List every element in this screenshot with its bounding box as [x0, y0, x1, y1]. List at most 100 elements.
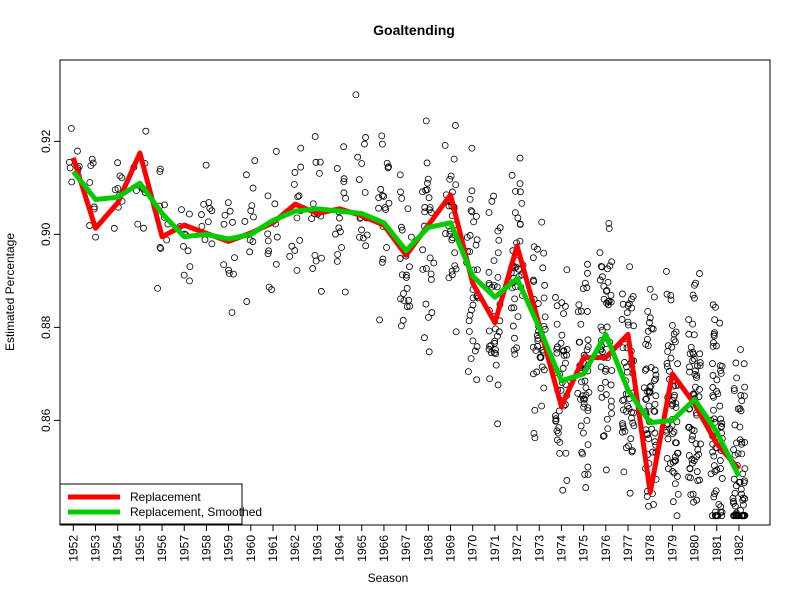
scatter-point	[92, 233, 99, 241]
scatter-point	[485, 345, 493, 353]
scatter-point	[692, 440, 700, 448]
scatter-point	[425, 348, 433, 356]
scatter-point	[205, 199, 213, 206]
scatter-point	[204, 218, 212, 226]
scatter-point	[248, 202, 256, 210]
scatter-point	[697, 440, 704, 448]
scatter-point	[246, 248, 254, 256]
scatter-point	[208, 240, 216, 248]
scatter-point	[649, 325, 657, 333]
scatter-point	[536, 353, 544, 361]
scatter-point	[709, 384, 717, 391]
scatter-point	[559, 347, 567, 355]
scatter-point	[712, 487, 720, 495]
scatter-point	[538, 402, 546, 410]
scatter-point	[474, 266, 481, 274]
scatter-point	[674, 360, 681, 368]
scatter-point	[311, 133, 319, 140]
series-line-replacement	[70, 150, 741, 495]
scatter-point	[332, 230, 339, 238]
scatter-point	[716, 319, 724, 327]
x-tick-label: 1958	[199, 535, 213, 562]
scatter-point	[468, 208, 476, 216]
scatter-point	[463, 233, 471, 241]
x-tick-label: 1966	[377, 535, 391, 562]
scatter-point	[718, 475, 726, 482]
scatter-point	[711, 329, 718, 337]
scatter-point	[584, 404, 592, 412]
scatter-point	[494, 273, 502, 281]
scatter-point	[584, 441, 592, 449]
scatter-point	[741, 383, 749, 391]
scatter-point	[667, 354, 675, 362]
scatter-point	[180, 271, 188, 279]
scatter-point	[709, 301, 717, 309]
scatter-point	[731, 421, 739, 429]
scatter-point	[603, 415, 611, 423]
scatter-point	[664, 435, 672, 443]
scatter-point	[563, 477, 571, 484]
scatter-point	[342, 194, 349, 202]
scatter-point	[598, 393, 606, 401]
scatter-point	[607, 298, 615, 306]
scatter-point	[228, 309, 236, 316]
scatter-point	[600, 432, 608, 440]
scatter-point	[399, 316, 407, 324]
scatter-point	[469, 294, 477, 302]
scatter-point	[473, 212, 480, 220]
scatter-point	[381, 204, 389, 211]
scatter-point	[624, 318, 632, 326]
scatter-point	[739, 494, 747, 502]
scatter-point	[116, 172, 124, 180]
scatter-point	[552, 417, 560, 425]
scatter-point	[88, 155, 96, 163]
scatter-point	[378, 140, 386, 148]
scatter-point	[485, 209, 493, 216]
scatter-point	[668, 321, 676, 329]
scatter-point	[490, 192, 498, 200]
scatter-point	[644, 307, 652, 315]
scatter-point	[626, 263, 634, 271]
scatter-point	[383, 159, 391, 167]
scatter-point	[648, 425, 656, 433]
scatter-point	[650, 501, 657, 508]
scatter-point	[268, 286, 275, 293]
scatter-point	[485, 268, 493, 276]
scatter-point	[619, 424, 627, 432]
scatter-point	[646, 388, 654, 396]
scatter-point	[178, 206, 185, 213]
scatter-point	[607, 291, 615, 299]
scatter-point	[624, 321, 632, 329]
x-tick-label: 1961	[266, 535, 280, 562]
scatter-point	[709, 360, 716, 367]
scatter-point	[583, 284, 591, 292]
scatter-point	[385, 163, 393, 171]
scatter-point	[309, 200, 317, 208]
scatter-point	[737, 392, 745, 399]
scatter-point	[602, 466, 610, 474]
scatter-point	[496, 224, 504, 232]
scatter-point	[202, 161, 210, 169]
scatter-point	[581, 471, 589, 478]
legend-label-replacement: Replacement	[130, 490, 201, 504]
scatter-point	[597, 323, 605, 331]
scatter-point	[541, 313, 549, 321]
scatter-point	[251, 157, 259, 165]
scatter-point	[730, 475, 738, 483]
scatter-point	[491, 349, 498, 357]
x-tick-label: 1972	[510, 535, 524, 562]
scatter-point	[451, 262, 459, 270]
scatter-point	[580, 400, 588, 408]
scatter-point	[66, 164, 74, 172]
scatter-point	[718, 420, 726, 427]
scatter-point	[465, 328, 473, 335]
scatter-point	[597, 384, 605, 392]
scatter-point	[451, 249, 459, 257]
scatter-point	[513, 344, 520, 352]
scatter-point	[582, 384, 590, 392]
scatter-point	[710, 493, 718, 501]
scatter-point	[231, 254, 238, 261]
scatter-point	[651, 429, 659, 437]
scatter-point	[340, 178, 348, 186]
